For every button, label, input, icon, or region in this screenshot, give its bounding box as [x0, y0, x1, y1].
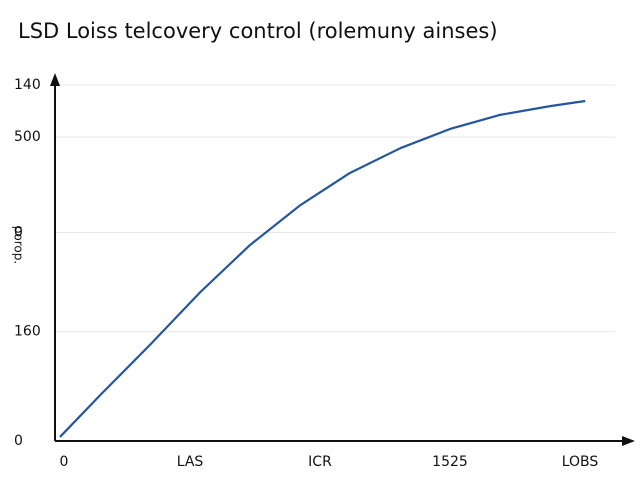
chart-title: LSD Loiss telcovery control (rolemuny ai…: [18, 19, 498, 43]
y-tick-label: 0: [14, 433, 23, 449]
x-tick-label: LOBS: [562, 454, 599, 470]
line-series: [59, 99, 586, 438]
y-axis-arrow: [50, 73, 60, 86]
x-axis-arrow: [622, 436, 635, 446]
x-tick-label: 0: [60, 454, 69, 470]
x-tick-label: 1525: [432, 454, 468, 470]
y-tick-label: 500: [14, 129, 41, 145]
y-axis-label: porop.: [12, 226, 26, 264]
y-tick-label: 160: [14, 324, 41, 340]
y-tick-label: 140: [14, 77, 41, 93]
x-tick-label: LAS: [177, 454, 204, 470]
x-tick-label: ICR: [308, 454, 332, 470]
y-tick-label: 0: [14, 224, 23, 240]
